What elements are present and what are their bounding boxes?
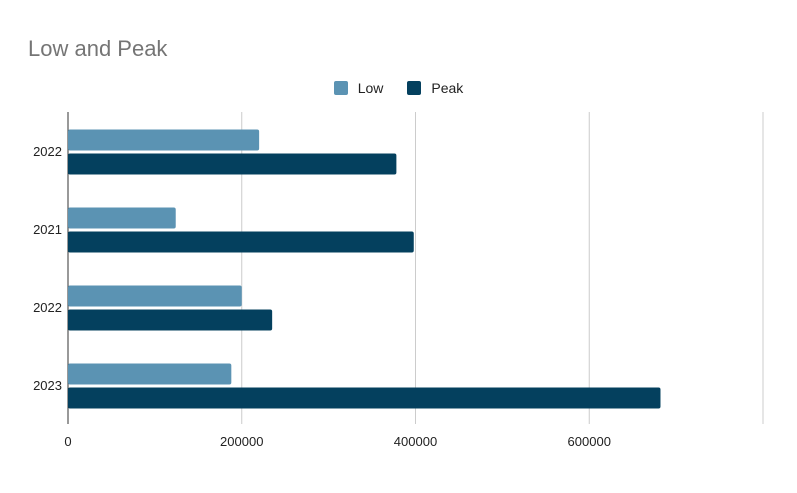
bar-low — [68, 129, 260, 151]
x-tick-label: 200000 — [220, 434, 263, 449]
legend-label-peak: Peak — [431, 80, 464, 96]
legend-item-peak: Peak — [407, 80, 463, 96]
bar-low — [68, 207, 176, 229]
x-tick-label: 600000 — [568, 434, 611, 449]
y-tick-label: 2021 — [33, 222, 62, 237]
bar-low — [68, 285, 242, 307]
legend-swatch-low — [333, 81, 348, 95]
x-tick-label: 400000 — [394, 434, 437, 449]
y-tick-label: 2022 — [33, 300, 62, 315]
legend-swatch-peak — [407, 81, 422, 95]
bar-peak — [68, 309, 273, 331]
legend-label-low: Low — [357, 80, 384, 96]
bar-peak — [68, 231, 414, 253]
y-tick-label: 2022 — [33, 144, 62, 159]
legend: Low Peak — [0, 80, 797, 96]
y-tick-label: 2023 — [33, 378, 62, 393]
x-tick-label: 0 — [64, 434, 71, 449]
bar-low — [68, 363, 232, 385]
legend-item-low: Low — [333, 80, 384, 96]
chart-title: Low and Peak — [28, 36, 168, 61]
bar-peak — [68, 153, 397, 175]
bar-peak — [68, 387, 661, 409]
